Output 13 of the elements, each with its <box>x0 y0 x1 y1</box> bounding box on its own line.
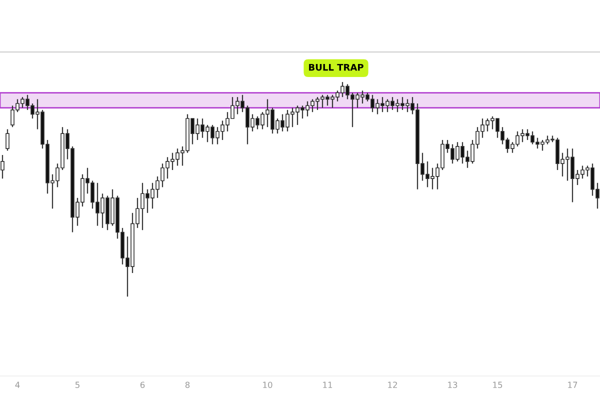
x-tick-label: 10 <box>263 382 272 388</box>
x-tick-label: 15 <box>493 382 502 388</box>
x-tick-label: 5 <box>75 382 80 388</box>
x-tick-label: 4 <box>15 382 20 388</box>
x-tick-label: 13 <box>448 382 458 388</box>
x-tick-label: 8 <box>185 382 190 388</box>
candlestick <box>6 128 10 152</box>
x-tick-label: 11 <box>323 382 332 388</box>
x-tick-label: 17 <box>568 382 578 388</box>
x-tick-label: 12 <box>388 382 397 388</box>
x-tick-label: 6 <box>140 382 145 388</box>
band-label: BULL TRAP <box>309 64 364 71</box>
candlestick <box>0 154 4 180</box>
